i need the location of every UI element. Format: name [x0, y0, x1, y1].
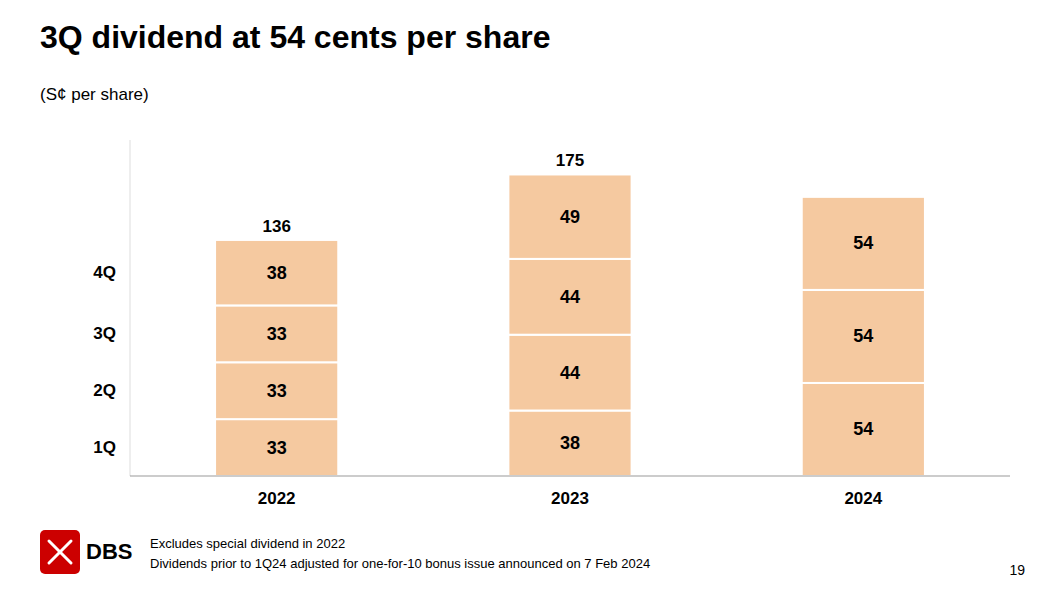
data-label: 44 — [560, 363, 580, 383]
logo-box — [40, 530, 80, 574]
series-label: 2Q — [93, 381, 116, 400]
bar-segment — [508, 335, 631, 411]
logo: DBS — [40, 530, 132, 574]
data-label: 54 — [853, 233, 873, 253]
page-number: 19 — [1009, 562, 1025, 578]
footnote: Excludes special dividend in 2022 — [150, 536, 345, 551]
data-label: 33 — [267, 324, 287, 344]
x-tick-label: 2023 — [551, 489, 589, 508]
data-label: 54 — [853, 419, 873, 439]
bar-segment — [802, 383, 925, 476]
series-label: 1Q — [93, 438, 116, 457]
data-label: 54 — [853, 326, 873, 346]
title: 3Q dividend at 54 cents per share — [40, 19, 550, 55]
bar-segment — [802, 197, 925, 290]
y-axis-line — [130, 140, 131, 476]
x-tick-label: 2022 — [258, 489, 296, 508]
data-label: 49 — [560, 207, 580, 227]
data-label: 33 — [267, 438, 287, 458]
logo-mark — [49, 541, 71, 563]
bar-segment — [802, 290, 925, 383]
data-labels: 33 33 33 38 38 44 44 49 54 54 54 136 175 — [262, 151, 873, 457]
data-label: 38 — [267, 263, 287, 283]
bars — [215, 174, 925, 476]
background — [0, 0, 1053, 595]
data-label: 33 — [267, 381, 287, 401]
x-axis-line — [130, 476, 1010, 477]
total-label: 175 — [556, 151, 584, 170]
data-label: 38 — [560, 433, 580, 453]
bar-segment — [215, 305, 338, 362]
logo-text: DBS — [86, 539, 132, 564]
footnote: Dividends prior to 1Q24 adjusted for one… — [150, 556, 650, 571]
bar-segment — [215, 362, 338, 419]
bar-segment — [508, 174, 631, 258]
data-label: 44 — [560, 287, 580, 307]
bar-segment — [508, 411, 631, 476]
x-tick-label: 2024 — [844, 489, 882, 508]
bar-segment — [215, 240, 338, 305]
bar-segment — [215, 419, 338, 476]
chart-root: 3Q dividend at 54 cents per share (S¢ per… — [0, 0, 1053, 595]
series-label: 3Q — [93, 324, 116, 343]
total-label: 136 — [262, 217, 290, 236]
series-label: 4Q — [93, 263, 116, 282]
logo-mark — [49, 541, 71, 563]
subtitle: (S¢ per share) — [40, 85, 149, 104]
bar-segment — [508, 259, 631, 335]
